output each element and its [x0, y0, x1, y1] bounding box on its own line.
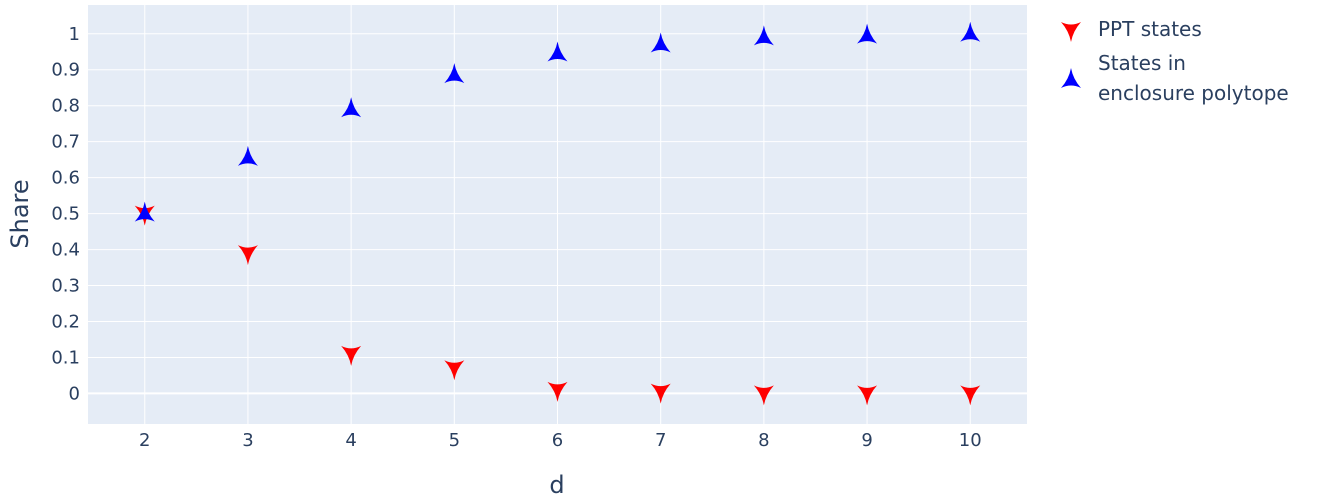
- ppt-marker: [857, 385, 878, 406]
- ppt-marker: [444, 360, 465, 381]
- legend[interactable]: PPT states States in enclosure polytope: [1061, 17, 1289, 105]
- x-tick-label: 6: [552, 430, 563, 451]
- x-axis-title: d: [549, 471, 564, 499]
- x-tick-label: 9: [861, 430, 872, 451]
- ppt-marker: [650, 383, 671, 404]
- x-tick-label: 3: [242, 430, 253, 451]
- x-tick-label: 7: [655, 430, 666, 451]
- ppt-marker: [960, 385, 981, 406]
- legend-label: States in: [1098, 51, 1186, 75]
- polytope-marker: [134, 201, 155, 222]
- x-tick-label: 10: [959, 430, 982, 451]
- polytope-marker: [857, 23, 878, 44]
- polytope-marker: [547, 41, 568, 62]
- ppt-marker: [753, 385, 774, 406]
- y-tick-label: 0.3: [51, 276, 80, 297]
- y-tick-labels: 0 0.1 0.2 0.3 0.4 0.5 0.6 0.7 0.8 0.9 1: [51, 24, 80, 405]
- y-tick-label: 0: [69, 383, 80, 404]
- y-tick-label: 0.7: [51, 132, 80, 153]
- y-tick-label: 0.4: [51, 240, 80, 261]
- triangle-down-icon: [1061, 22, 1081, 42]
- x-tick-label: 5: [449, 430, 460, 451]
- legend-item-ppt-states[interactable]: PPT states: [1061, 17, 1202, 42]
- x-tick-label: 8: [758, 430, 769, 451]
- data-markers: [134, 21, 981, 406]
- y-axis-title: Share: [6, 179, 34, 248]
- polytope-marker: [444, 63, 465, 84]
- y-tick-label: 1: [69, 24, 80, 45]
- ppt-marker: [547, 381, 568, 402]
- y-tick-label: 0.1: [51, 347, 80, 368]
- legend-label: enclosure polytope: [1098, 81, 1289, 105]
- y-tick-label: 0.6: [51, 168, 80, 189]
- ppt-marker: [237, 245, 258, 266]
- x-tick-labels: 2 3 4 5 6 7 8 9 10: [139, 430, 982, 451]
- y-tick-label: 0.9: [51, 60, 80, 81]
- y-tick-label: 0.2: [51, 311, 80, 332]
- polytope-marker: [341, 97, 362, 118]
- y-tick-label: 0.8: [51, 96, 80, 117]
- polytope-marker: [960, 21, 981, 42]
- ppt-marker: [341, 345, 362, 366]
- polytope-marker: [237, 145, 258, 166]
- triangle-up-icon: [1061, 68, 1081, 88]
- x-tick-label: 4: [345, 430, 356, 451]
- polytope-marker: [753, 25, 774, 46]
- legend-label: PPT states: [1098, 17, 1202, 41]
- polytope-marker: [650, 32, 671, 53]
- y-tick-label: 0.5: [51, 204, 80, 225]
- legend-item-enclosure-polytope[interactable]: States in enclosure polytope: [1061, 51, 1289, 105]
- x-tick-label: 2: [139, 430, 150, 451]
